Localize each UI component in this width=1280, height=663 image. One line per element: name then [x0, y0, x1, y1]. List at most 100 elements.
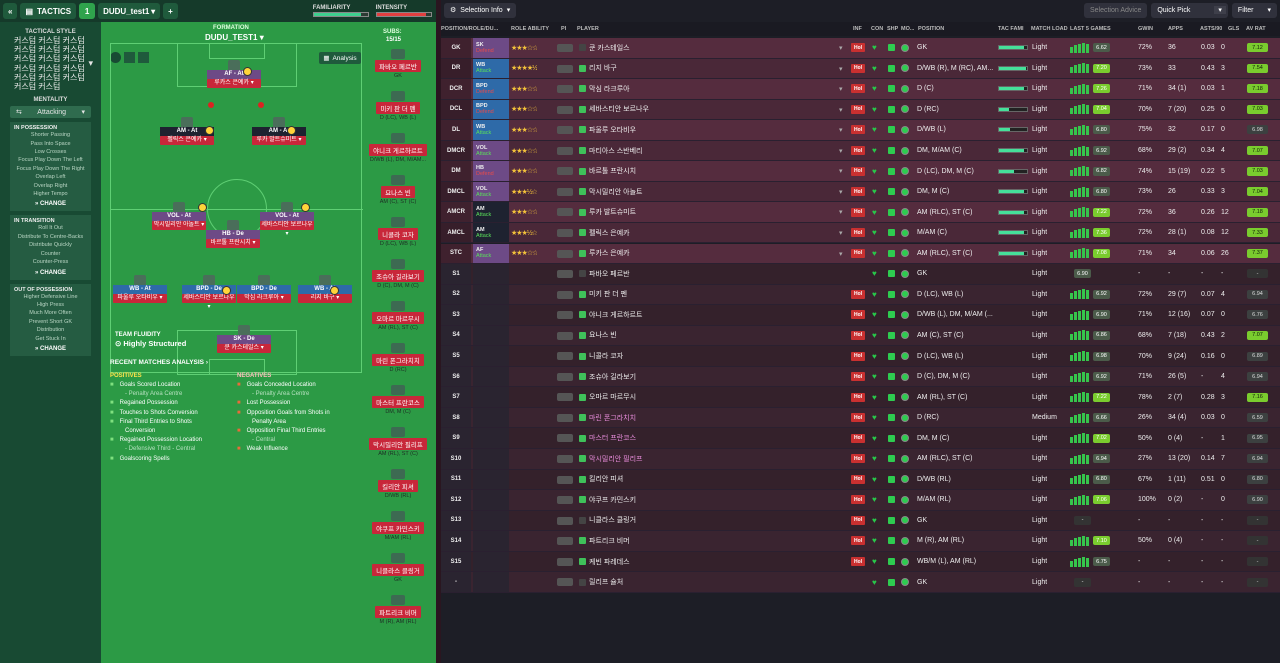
column-header[interactable]: ASTS/90	[1200, 26, 1223, 32]
tactic-name-dropdown[interactable]: DUDU_test1 ▾	[98, 3, 161, 19]
role-duty[interactable]: VOL Attack	[473, 181, 509, 202]
player-name-cell[interactable]: 릴리프 슐처	[579, 572, 849, 592]
player-instructions-icon[interactable]	[557, 331, 573, 340]
pitch-player[interactable]: VOL - At 세바스티안 보르나우 ▾	[260, 202, 314, 237]
recent-matches-analysis[interactable]: RECENT MATCHES ANALYSIS ›	[110, 359, 208, 366]
player-name-cell[interactable]: 막시밀리안 필리프	[579, 449, 849, 469]
substitute-slot[interactable]: 니콜라 코자 D (LC), WB (L)	[360, 217, 436, 256]
table-row[interactable]: S2 미키 판 더 펜 Hol ♥ D (LC), WB (L) Light 6.92 72%…	[441, 284, 1280, 306]
player-name-cell[interactable]: 막시밀리안 아놀트	[579, 182, 849, 202]
pitch-player[interactable]: WB - At 파울루 오타비우 ▾	[113, 275, 167, 303]
table-row[interactable]: S4 요나스 빈 Hol ♥ AM (C), ST (C) Light 6.86 68% 7 (…	[441, 325, 1280, 347]
substitute-slot[interactable]: 야니크 게르하르트 D/WB (L), DM, M/AM...	[360, 133, 436, 172]
selection-advice-button[interactable]: Selection Advice	[1083, 2, 1148, 18]
chevron-down-icon[interactable]: ▾	[839, 65, 843, 73]
table-row[interactable]: S9 마스터 프란코스 Hol ♥ DM, M (C) Light 7.02 50% 0 (4)…	[441, 428, 1280, 449]
column-header[interactable]: LAST 5 GAMES	[1070, 26, 1111, 32]
pitch-player[interactable]: AM - At 펠릭스 은예카 ▾	[160, 117, 214, 145]
table-row[interactable]: S10 막시밀리안 필리프 Hol ♥ AM (RLC), ST (C) Light 6.9…	[441, 449, 1280, 470]
player-instructions-icon[interactable]	[557, 85, 573, 94]
column-header[interactable]: TAC FAMI	[998, 26, 1024, 32]
player-instructions-icon[interactable]	[557, 537, 573, 546]
player-name-cell[interactable]: 킬리안 피셔	[579, 470, 849, 490]
in-possession-change-button[interactable]: » CHANGE	[34, 201, 67, 208]
player-name-cell[interactable]: 케빈 파레데스	[579, 552, 849, 572]
player-name-cell[interactable]: 야니크 게르하르트	[579, 305, 849, 325]
player-instructions-icon[interactable]	[557, 413, 573, 422]
column-header[interactable]: MATCH LOAD	[1031, 26, 1068, 32]
substitute-slot[interactable]: 조슈아 길라보기 D (C), DM, M (C)	[360, 259, 436, 298]
column-header[interactable]: GWIN	[1138, 26, 1153, 32]
player-name-cell[interactable]: 파울루 오타비우	[579, 120, 849, 140]
table-row[interactable]: STC AF Attack ★★★☆☆ 루카스 은예카 ▾ Hol ♥ AM (RLC), ST…	[441, 243, 1280, 264]
chevron-down-icon[interactable]: ▾	[839, 168, 843, 176]
back-button[interactable]: «	[3, 3, 18, 19]
role-duty[interactable]: BPD Defend	[473, 79, 509, 99]
instructions-view-icon[interactable]	[110, 52, 121, 63]
player-name-cell[interactable]: 마린 폰그라치치	[579, 408, 849, 428]
player-instructions-icon[interactable]	[557, 557, 573, 566]
chevron-down-icon[interactable]: ▾	[839, 209, 843, 217]
table-row[interactable]: S12 야쿠프 카민스키 Hol ♥ M/AM (RL) Light 7.06 100% 0 (…	[441, 490, 1280, 511]
column-header[interactable]: GLS	[1228, 26, 1240, 32]
role-duty[interactable]: BPD Defend	[473, 99, 509, 120]
bar-chart-icon[interactable]	[124, 52, 135, 63]
column-header[interactable]: APPS	[1168, 26, 1183, 32]
player-instructions-icon[interactable]	[557, 167, 573, 176]
player-instructions-icon[interactable]	[557, 44, 573, 52]
analysis-button[interactable]: ▦ Analysis	[319, 52, 361, 64]
column-header[interactable]: PI	[561, 26, 567, 32]
table-row[interactable]: S11 킬리안 피셔 Hol ♥ D/WB (RL) Light 6.80 67% 1 (11)…	[441, 469, 1280, 491]
chevron-down-icon[interactable]: ▾	[839, 106, 843, 114]
column-header[interactable]: POSITION	[918, 26, 945, 32]
player-instructions-icon[interactable]	[557, 372, 573, 381]
mentality-dropdown[interactable]: ⇆ Attacking ▾	[10, 106, 91, 119]
table-row[interactable]: DM HB Defend ★★★☆☆ 바르톨 프란시치 ▾ Hol ♥ D (LC), DM, …	[441, 161, 1280, 182]
substitute-slot[interactable]: 킬리안 피셔 D/WB (RL)	[360, 469, 436, 508]
player-name-cell[interactable]: 파트리크 비머	[579, 531, 849, 551]
player-name-cell[interactable]: 펠릭스 은예카	[579, 223, 849, 243]
column-header[interactable]: CON	[871, 26, 884, 32]
list-icon[interactable]	[138, 52, 149, 63]
substitute-slot[interactable]: 니클라스 클링거 GK	[360, 553, 436, 592]
table-row[interactable]: DL WB Attack ★★★☆☆ 파울루 오타비우 ▾ Hol ♥ D/WB (L) Ligh…	[441, 120, 1280, 141]
table-row[interactable]: S1 파바오 페르반 ♥ GK Light 6.90 - - - - -	[441, 264, 1280, 285]
player-instructions-icon[interactable]	[557, 126, 573, 135]
add-tactic-button[interactable]: +	[163, 3, 178, 19]
player-instructions-icon[interactable]	[557, 105, 573, 114]
player-instructions-icon[interactable]	[557, 455, 573, 463]
player-instructions-icon[interactable]	[557, 393, 573, 402]
player-name-cell[interactable]: 조슈아 길라보기	[579, 367, 849, 387]
column-header[interactable]: PLAYER	[577, 26, 599, 32]
player-name-cell[interactable]: 마티아스 스반베리	[579, 141, 849, 161]
pitch-player[interactable]: VOL - At 막시밀리안 아놀트 ▾	[152, 202, 206, 230]
column-header[interactable]: ROLE ABILITY	[511, 26, 549, 32]
role-duty[interactable]: WB Attack	[473, 120, 509, 140]
player-instructions-icon[interactable]	[557, 228, 573, 237]
filter-dropdown[interactable]: Filter ▾	[1231, 2, 1277, 18]
pitch-player[interactable]: BPD - De 세바스티안 보르나우 ▾	[182, 275, 236, 310]
chevron-down-icon[interactable]: ▾	[839, 250, 843, 258]
role-duty[interactable]: AM Attack	[473, 222, 509, 243]
pitch-player[interactable]: HB - De 바르톨 프란시치 ▾	[206, 220, 260, 248]
player-instructions-icon[interactable]	[557, 516, 573, 525]
table-row[interactable]: DR WB Attack ★★★★½ 리지 바구 ▾ Hol ♥ D/WB (R), M (RC…	[441, 58, 1280, 80]
player-name-cell[interactable]: 니클라스 클링거	[579, 511, 849, 531]
role-duty[interactable]: HB Defend	[473, 161, 509, 181]
table-row[interactable]: S14 파트리크 비머 Hol ♥ M (R), AM (RL) Light 7.10 50%…	[441, 531, 1280, 552]
table-row[interactable]: S3 야니크 게르하르트 Hol ♥ D/WB (L), DM, M/AM (... Li…	[441, 305, 1280, 326]
pitch-player[interactable]: AF - At 루카스 은예카 ▾	[207, 60, 261, 88]
quick-pick-dropdown[interactable]: Quick Pick ▾	[1151, 2, 1228, 18]
player-name-cell[interactable]: 오마르 마르무시	[579, 387, 849, 407]
table-row[interactable]: GK SK Defend ★★★☆☆ 쿤 카스테일스 ▾ Hol ♥ GK Light 6.62 72…	[441, 38, 1280, 59]
player-name-cell[interactable]: 막심 라크루아	[579, 79, 849, 99]
substitute-slot[interactable]: 야쿠프 카민스키 M/AM (RL)	[360, 511, 436, 550]
player-name-cell[interactable]: 쿤 카스테일스	[579, 38, 849, 58]
table-row[interactable]: - 릴리프 슐처 ♥ GK Light - - - - - -	[441, 572, 1280, 593]
player-name-cell[interactable]: 미키 판 더 펜	[579, 285, 849, 305]
player-name-cell[interactable]: 마스터 프란코스	[579, 428, 849, 448]
selection-info-dropdown[interactable]: ⚙ Selection Info ▾	[444, 2, 517, 18]
chevron-down-icon[interactable]: ▾	[839, 45, 843, 52]
in-transition-change-button[interactable]: » CHANGE	[34, 269, 67, 276]
table-row[interactable]: AMCR AM Attack ★★★☆☆ 루카 발트슈미트 ▾ Hol ♥ AM (RLC), …	[441, 202, 1280, 223]
